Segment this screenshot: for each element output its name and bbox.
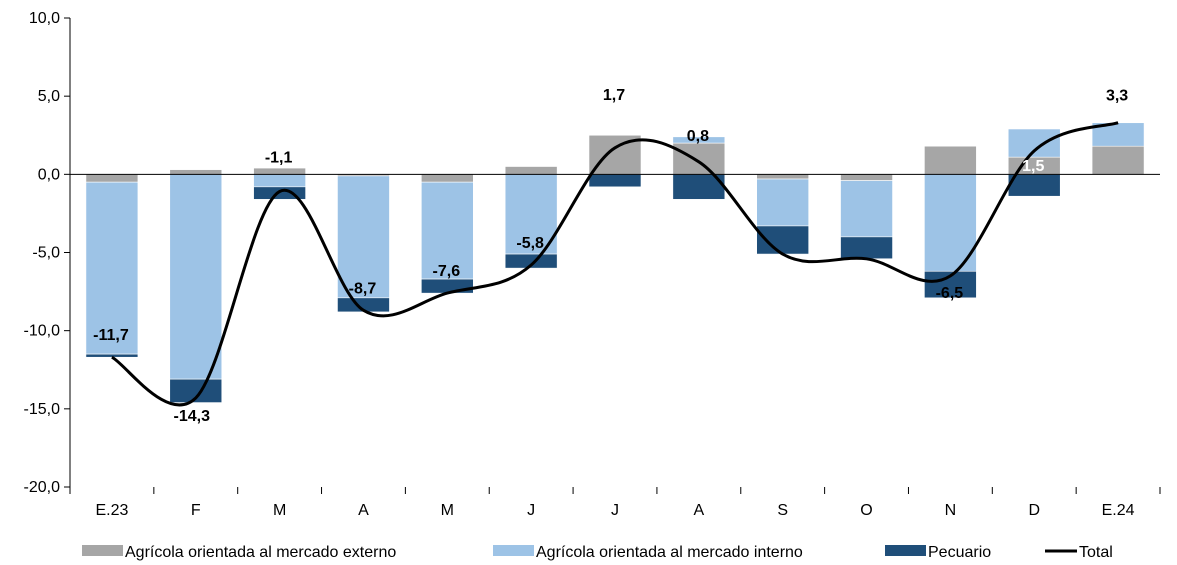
bars-layer xyxy=(85,122,1145,403)
y-tick-label: -10,0 xyxy=(24,323,61,340)
line-layer xyxy=(111,121,1119,407)
bar-pecuario-6 xyxy=(588,174,642,188)
legend-label-interno: Agrícola orientada al mercado interno xyxy=(536,544,803,561)
bar-externo-7 xyxy=(672,142,726,175)
y-tick-label: -15,0 xyxy=(24,401,61,418)
bar-interno-1 xyxy=(169,174,223,380)
legend-swatch-externo xyxy=(82,545,123,556)
bar-interno-4 xyxy=(421,181,474,280)
data-label: -7,6 xyxy=(433,263,461,280)
legend-label-pecuario: Pecuario xyxy=(928,544,991,561)
bar-externo-5 xyxy=(504,166,558,175)
x-tick-label: A xyxy=(358,502,369,519)
x-tick-label: O xyxy=(860,502,872,519)
x-tick-label: J xyxy=(527,502,535,519)
x-tick-label: E.23 xyxy=(95,502,128,519)
x-tick-label: F xyxy=(191,502,201,519)
x-tick-label: N xyxy=(945,502,957,519)
bar-externo-10 xyxy=(924,145,977,175)
bar-pecuario-5 xyxy=(504,253,558,269)
bar-pecuario-9 xyxy=(840,236,893,260)
bar-pecuario-4 xyxy=(421,278,474,294)
y-tick-label: -20,0 xyxy=(24,479,61,496)
data-label: -11,7 xyxy=(93,327,129,344)
legend-swatch-interno xyxy=(493,545,534,556)
legend-swatch-pecuario xyxy=(885,545,926,556)
data-label: 0,8 xyxy=(687,128,709,145)
data-label: 1,5 xyxy=(1022,158,1044,175)
y-tick-label: 0,0 xyxy=(38,166,60,183)
x-tick-label: D xyxy=(1028,502,1040,519)
bar-pecuario-1 xyxy=(169,378,223,403)
bar-externo-1 xyxy=(169,169,223,175)
data-label: -6,5 xyxy=(936,285,964,302)
bar-interno-7 xyxy=(672,136,726,144)
bar-pecuario-11 xyxy=(1007,174,1061,197)
bar-interno-2 xyxy=(253,174,306,188)
total-line xyxy=(111,121,1119,407)
data-label: -14,3 xyxy=(174,408,211,425)
x-tick-label: S xyxy=(777,502,788,519)
data-label: 1,7 xyxy=(603,87,625,104)
legend-label-externo: Agrícola orientada al mercado externo xyxy=(125,544,396,561)
bar-externo-9 xyxy=(840,174,893,181)
legend-label-total: Total xyxy=(1079,544,1113,561)
bar-externo-8 xyxy=(756,174,809,180)
bar-interno-9 xyxy=(840,180,893,238)
legend: Agrícola orientada al mercado externo Agr… xyxy=(82,544,1113,561)
y-tick-label: -5,0 xyxy=(32,245,60,262)
x-tick-label: J xyxy=(611,502,619,519)
data-label: -5,8 xyxy=(516,235,544,252)
bar-externo-2 xyxy=(253,167,306,175)
bar-pecuario-0 xyxy=(85,353,139,358)
x-tick-label: M xyxy=(273,502,286,519)
bar-interno-0 xyxy=(85,181,139,355)
x-tick-label: A xyxy=(694,502,705,519)
bar-interno-5 xyxy=(504,174,558,255)
x-tick-label: M xyxy=(441,502,454,519)
bar-interno-8 xyxy=(756,178,809,227)
x-tick-label: E.24 xyxy=(1102,502,1135,519)
data-label: -8,7 xyxy=(349,280,377,297)
y-tick-label: 5,0 xyxy=(38,88,60,105)
data-label: 3,3 xyxy=(1106,88,1128,105)
data-label: -1,1 xyxy=(265,150,293,167)
bar-externo-12 xyxy=(1091,145,1145,175)
bar-externo-0 xyxy=(85,174,139,183)
labels-layer: -11,7 -14,3 -1,1 -8,7 -7,6 -5,8 1,7 0,8 -5,1 -5,4… xyxy=(93,87,1128,425)
axes-layer: 10,0 5,0 0,0 -5,0 -10,0 -15,0 -20,0 E.23 F M A M J J A… xyxy=(24,10,1161,519)
data-label: -5,1 xyxy=(768,263,796,280)
bar-externo-4 xyxy=(421,174,474,183)
data-label: -5,4 xyxy=(852,268,880,285)
y-tick-label: 10,0 xyxy=(29,10,60,27)
